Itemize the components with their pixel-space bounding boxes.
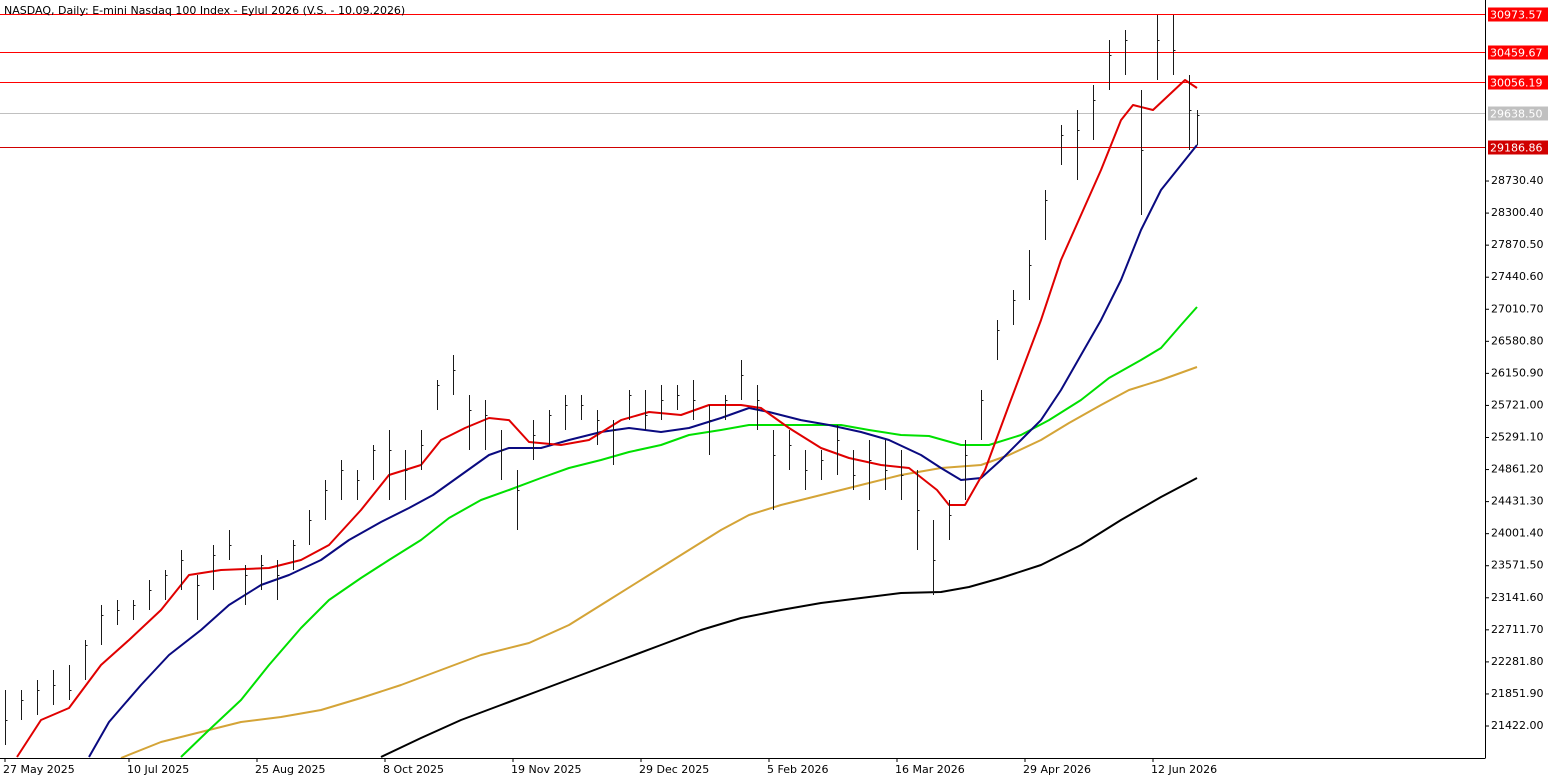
moving-average [16, 79, 1198, 758]
moving-average [180, 306, 1198, 758]
level-label: 29638.50 [1490, 108, 1543, 121]
y-tick-label: 22281.80 [1491, 655, 1544, 668]
level-label: 29186.86 [1490, 142, 1543, 155]
y-tick-label: 26580.80 [1491, 334, 1544, 347]
level-label: 30459.67 [1490, 47, 1543, 60]
moving-average [380, 477, 1198, 758]
x-tick-label: 16 Mar 2026 [895, 763, 965, 776]
y-tick-label: 24431.30 [1491, 495, 1544, 508]
level-label-box [1488, 106, 1548, 121]
y-tick-label: 26150.90 [1491, 366, 1544, 379]
level-label-box [1488, 75, 1548, 90]
x-tick-label: 12 Jun 2026 [1151, 763, 1217, 776]
x-tick-label: 10 Jul 2025 [127, 763, 189, 776]
y-tick-label: 22711.70 [1491, 623, 1544, 636]
x-tick-label: 19 Nov 2025 [511, 763, 581, 776]
level-label-box [1488, 45, 1548, 60]
y-tick-label: 21422.00 [1491, 719, 1544, 732]
y-tick-label: 28730.40 [1491, 174, 1544, 187]
level-label-box [1488, 7, 1548, 22]
y-tick-label: 27870.50 [1491, 238, 1544, 251]
y-tick-label: 25291.10 [1491, 430, 1544, 443]
y-tick-label: 23571.50 [1491, 559, 1544, 572]
y-tick-label: 21851.90 [1491, 687, 1544, 700]
x-tick-label: 29 Apr 2026 [1023, 763, 1091, 776]
x-tick-label: 5 Feb 2026 [767, 763, 828, 776]
chart-title: NASDAQ, Daily: E-mini Nasdaq 100 Index -… [4, 4, 405, 17]
y-tick-label: 25721.00 [1491, 398, 1544, 411]
level-label: 30973.57 [1490, 9, 1543, 22]
overlay: 30973.57 30459.67 30056.19 29638.50 29186.86 [1488, 7, 1548, 155]
y-tick-label: 24001.40 [1491, 527, 1544, 540]
moving-average [88, 144, 1198, 758]
x-tick-label: 29 Dec 2025 [639, 763, 709, 776]
y-tick-label: 28300.40 [1491, 206, 1544, 219]
y-tick-label: 24861.20 [1491, 463, 1544, 476]
moving-average [120, 366, 1198, 758]
level-label: 30056.19 [1490, 77, 1543, 90]
y-tick-label: 23141.60 [1491, 591, 1544, 604]
y-tick-label: 27440.60 [1491, 270, 1544, 283]
y-tick-label: 27010.70 [1491, 302, 1544, 315]
level-label-box [1488, 140, 1548, 155]
x-tick-label: 27 May 2025 [3, 763, 75, 776]
x-tick-label: 8 Oct 2025 [383, 763, 444, 776]
x-tick-label: 25 Aug 2025 [255, 763, 325, 776]
plot-area [0, 14, 1485, 758]
